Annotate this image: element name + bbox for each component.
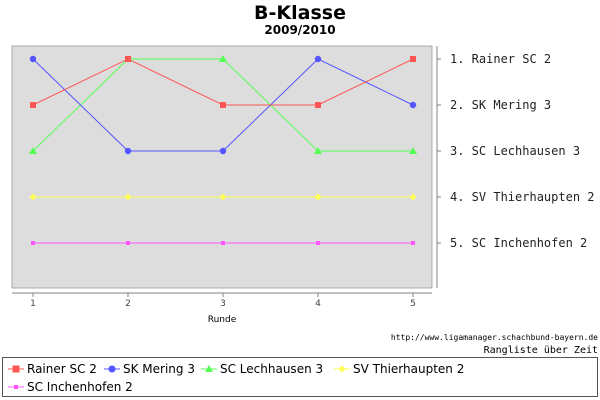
legend-marker-icon (201, 365, 217, 372)
data-point (314, 193, 322, 201)
legend-label: SC Lechhausen 3 (220, 362, 324, 376)
data-point (29, 147, 37, 154)
chart-title: B-Klasse (254, 2, 346, 24)
x-tick-label: 3 (220, 299, 226, 309)
legend: Rainer SC 2 SK Mering 3 SC Lechhausen 3 SV … (2, 357, 598, 397)
data-point (219, 147, 227, 155)
legend-label: SV Thierhaupten 2 (353, 362, 465, 376)
footer-caption: Rangliste über Zeit (483, 345, 598, 356)
legend-label: SC Inchenhofen 2 (27, 380, 133, 394)
rank-label: 4. SV Thierhaupten 2 (450, 190, 595, 204)
rank-label: 5. SC Inchenhofen 2 (450, 236, 587, 250)
legend-item: SV Thierhaupten 2 (334, 362, 464, 376)
data-point (29, 193, 37, 201)
x-tick-label: 1 (30, 299, 36, 309)
data-point (410, 56, 416, 62)
source-url: http://www.ligamanager.schachbund-bayern… (390, 333, 598, 342)
rank-label: 1. Rainer SC 2 (450, 52, 551, 66)
x-tick-label: 2 (125, 299, 131, 309)
legend-label: SK Mering 3 (123, 362, 195, 376)
rank-label: 2. SK Mering 3 (450, 98, 551, 112)
data-point (125, 56, 131, 62)
data-point (409, 193, 417, 201)
legend-label: Rainer SC 2 (27, 362, 97, 376)
data-point (219, 55, 227, 62)
legend-item: SC Inchenhofen 2 (8, 380, 133, 394)
data-point (126, 241, 130, 245)
data-point (219, 193, 227, 201)
data-point (124, 193, 132, 201)
legend-marker-icon (8, 365, 24, 373)
data-point (30, 102, 36, 108)
data-point (124, 147, 132, 155)
legend-item: SK Mering 3 (104, 362, 195, 376)
data-point (316, 241, 320, 245)
legend-marker-icon (334, 365, 350, 373)
legend-marker-icon (104, 365, 120, 373)
legend-item: SC Lechhausen 3 (201, 362, 323, 376)
rank-label: 3. SC Lechhausen 3 (450, 144, 580, 158)
legend-item: Rainer SC 2 (8, 362, 97, 376)
x-tick-label: 5 (410, 299, 416, 309)
data-point (314, 55, 322, 63)
data-point (411, 241, 415, 245)
x-tick-label: 4 (315, 299, 321, 309)
legend-marker-icon (8, 385, 24, 389)
data-point (220, 102, 226, 108)
data-point (409, 147, 417, 154)
data-point (221, 241, 225, 245)
data-point (409, 101, 417, 109)
x-axis-label: Runde (208, 315, 237, 325)
plot-area (11, 45, 433, 289)
chart-subtitle: 2009/2010 (264, 23, 336, 37)
data-point (315, 102, 321, 108)
data-point (31, 241, 35, 245)
data-point (29, 55, 37, 63)
data-point (314, 147, 322, 154)
